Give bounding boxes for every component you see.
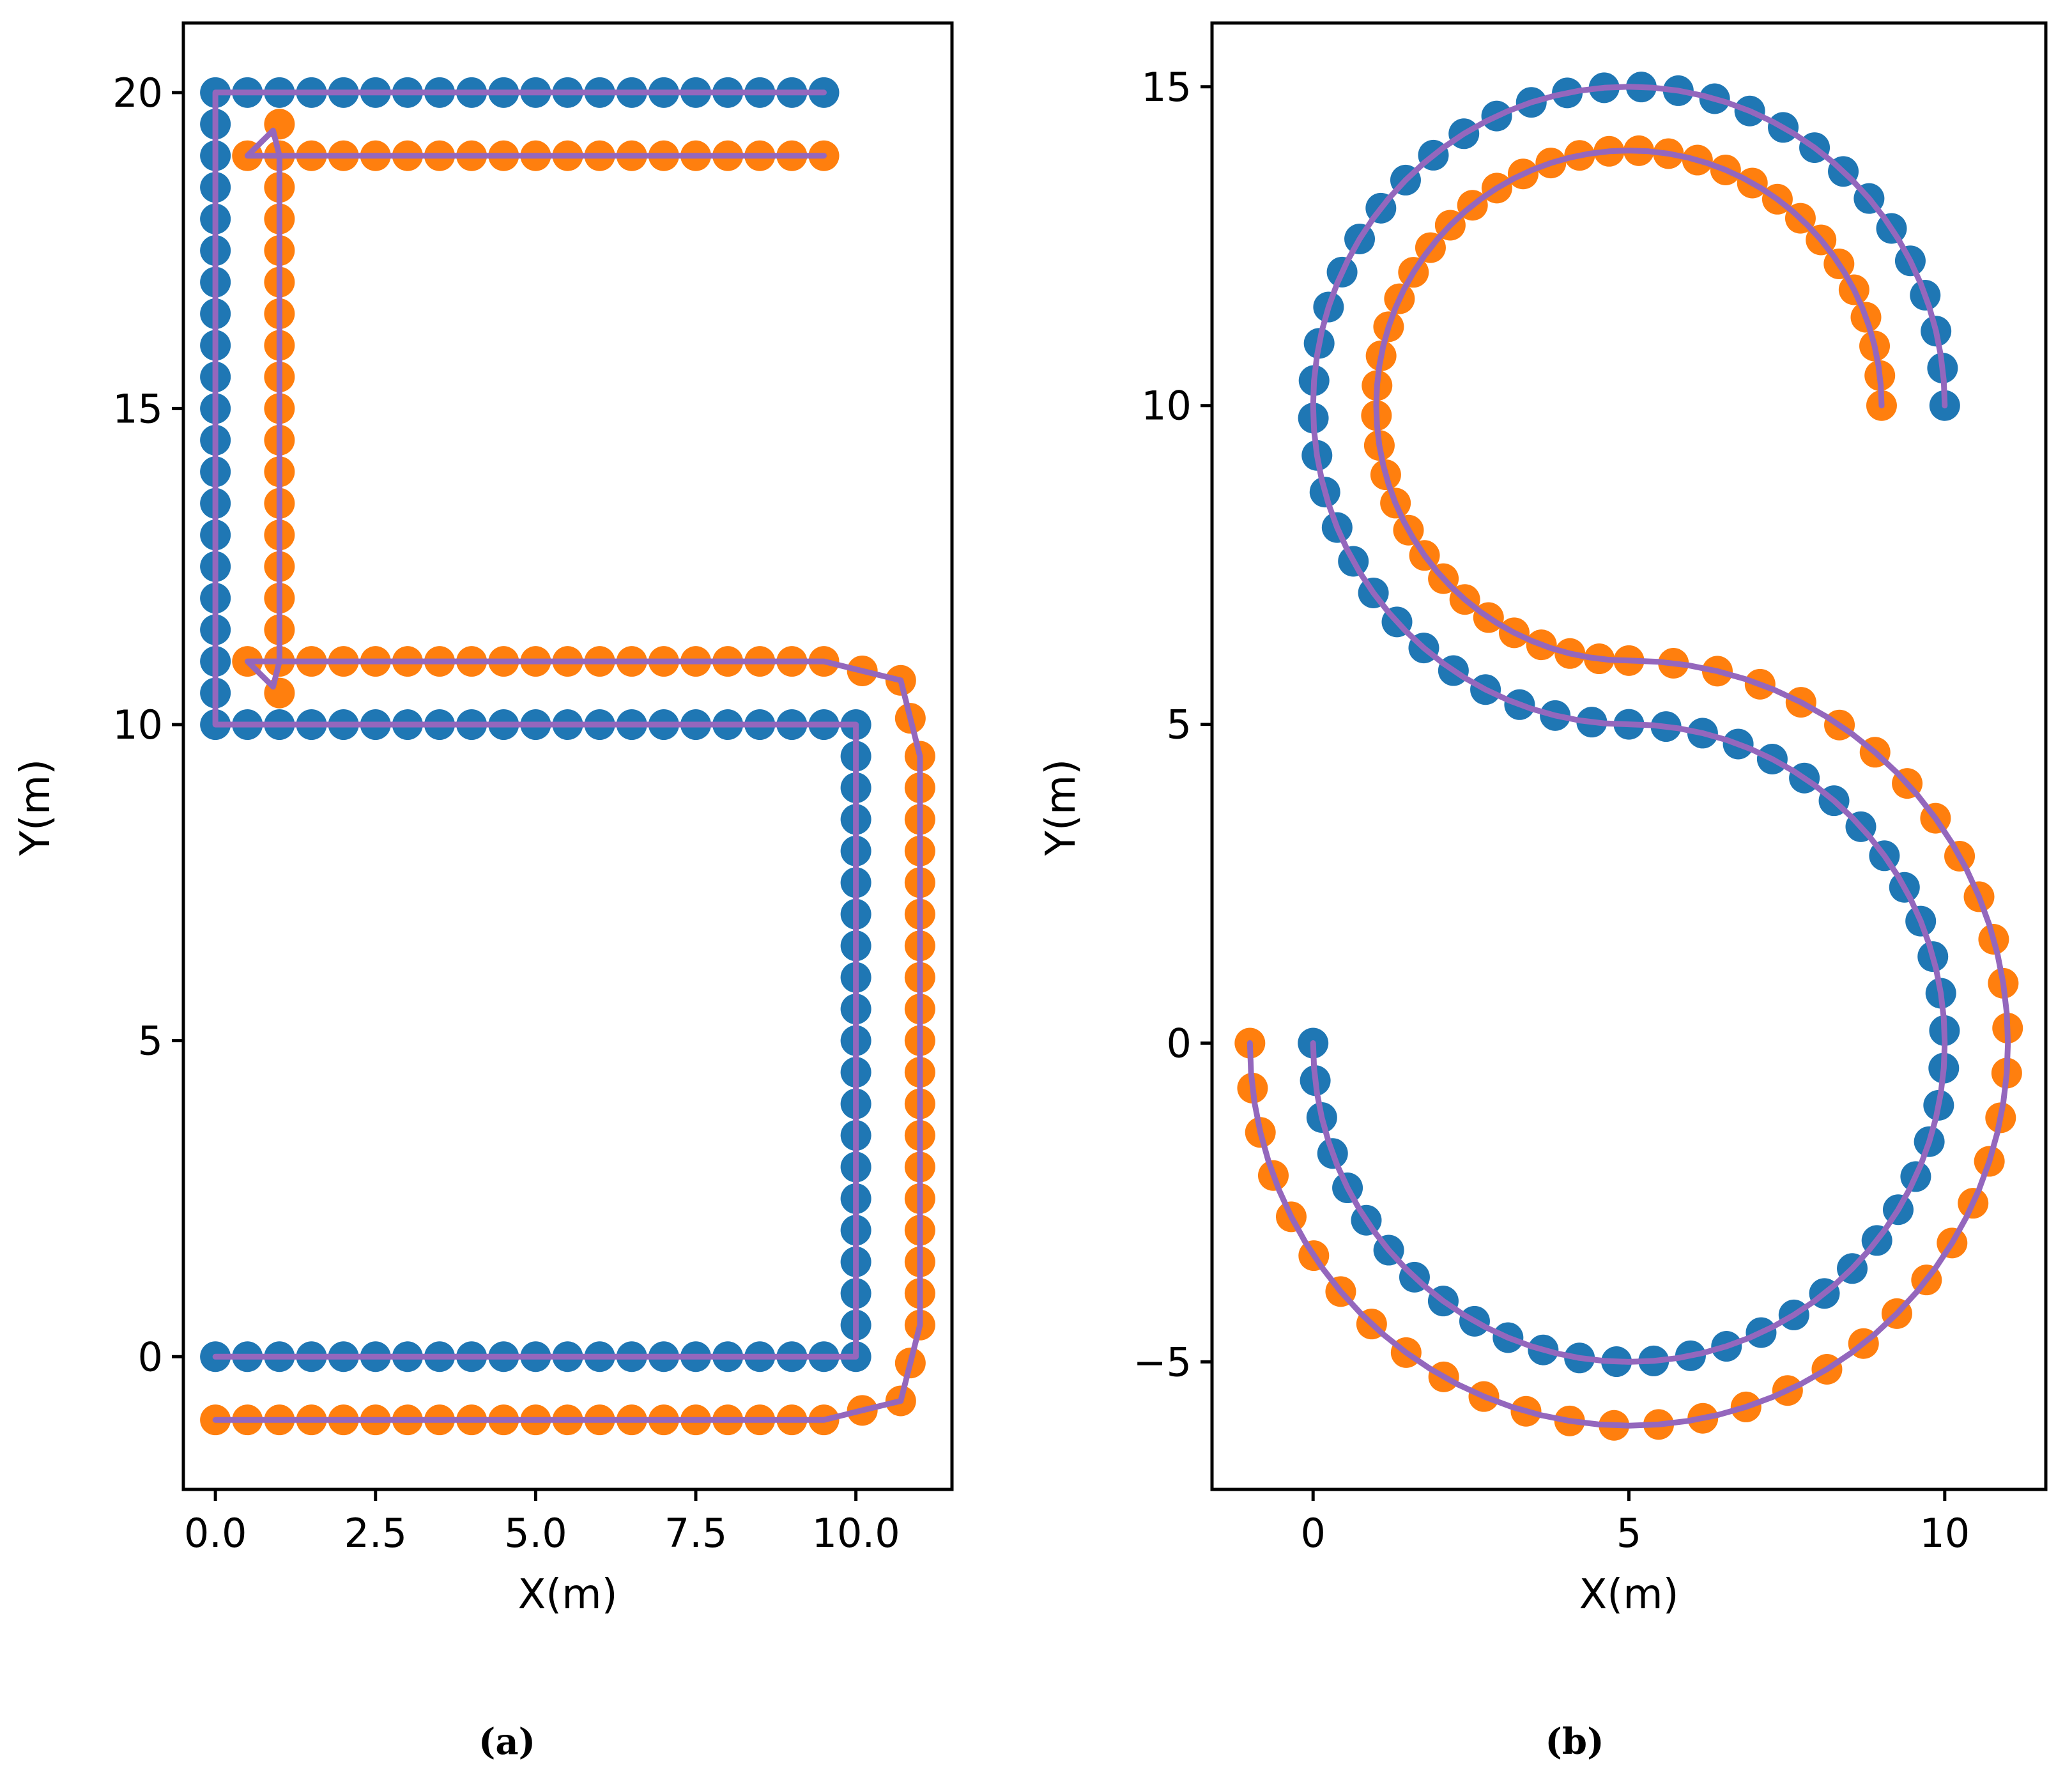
axes-frame xyxy=(181,21,954,1491)
x-tick-label: 2.5 xyxy=(344,1510,407,1557)
panel-caption: (b) xyxy=(1545,1721,1604,1763)
y-axis-label: Y(m) xyxy=(1038,759,1085,856)
series-1-markers xyxy=(1234,135,2023,1441)
panel-caption: (a) xyxy=(479,1721,535,1763)
x-tick-label: 10 xyxy=(1919,1510,1970,1557)
x-tick-label: 5.0 xyxy=(504,1510,567,1557)
series-1-markers xyxy=(200,109,935,1436)
y-axis-label: Y(m) xyxy=(12,759,59,856)
y-tick-label: 20 xyxy=(112,70,163,116)
y-tick-label: −5 xyxy=(1133,1339,1192,1385)
series-3-line xyxy=(1247,148,2011,1429)
y-tick-label: 10 xyxy=(1141,383,1192,429)
x-tick-label: 7.5 xyxy=(664,1510,728,1557)
y-tick-label: 0 xyxy=(1167,1020,1192,1067)
plot-area xyxy=(200,77,935,1436)
panel-a: 0.0 2.5 5.0 7.5 10.0 0 5 10 15 20 X(m) Y(m) (a) xyxy=(12,21,954,1763)
x-axis-label: X(m) xyxy=(518,1571,617,1618)
x-tick-label: 0 xyxy=(1300,1510,1325,1557)
y-tick-label: 5 xyxy=(138,1018,163,1065)
series-3-line xyxy=(212,89,859,1360)
y-tick-label: 15 xyxy=(112,385,163,432)
series-2-line xyxy=(1310,84,1948,1365)
x-tick-label: 10.0 xyxy=(812,1510,900,1557)
x-tick-label: 0.0 xyxy=(184,1510,247,1557)
plot-area xyxy=(1234,72,2023,1441)
series-2-line xyxy=(212,127,923,1423)
y-tick-label: 15 xyxy=(1141,64,1192,111)
panel-b: 0 5 10 −5 0 5 10 15 X(m) Y(m) (b) xyxy=(1038,21,2048,1763)
x-tick-label: 5 xyxy=(1616,1510,1641,1557)
x-axis-label: X(m) xyxy=(1579,1571,1678,1618)
y-tick-label: 5 xyxy=(1167,702,1192,748)
y-tick-label: 10 xyxy=(112,702,163,748)
y-tick-label: 0 xyxy=(138,1334,163,1380)
